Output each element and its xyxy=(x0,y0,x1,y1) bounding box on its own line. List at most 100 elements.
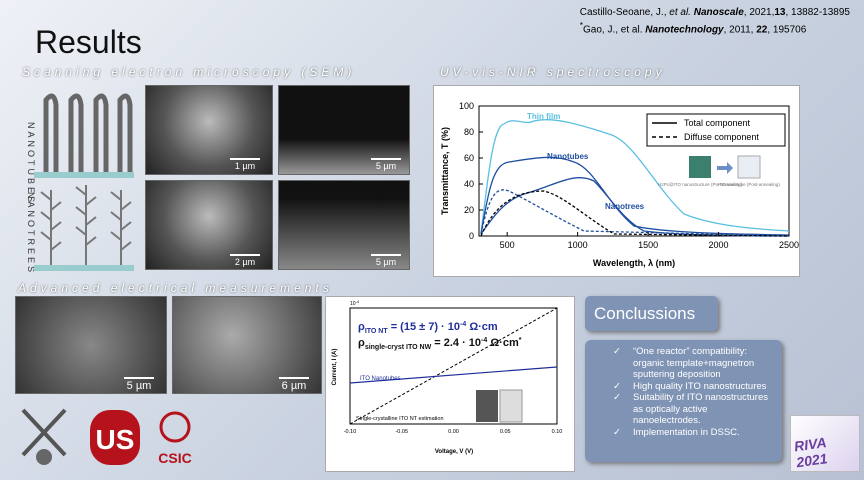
ref-part: Gao, J., et al. xyxy=(583,24,646,36)
x-tick-label: 1000 xyxy=(568,240,588,250)
formula-part: -4 xyxy=(481,337,487,344)
uv-chart: Transmittance, T (%) Wavelength, λ (nm) … xyxy=(433,85,800,277)
conclusion-item: Suitability of ITO nanostructures as opt… xyxy=(621,392,776,427)
annotation: Thin film xyxy=(527,112,560,121)
ref-part: , 2011, xyxy=(723,24,757,36)
logo-csic: CSIC xyxy=(158,450,191,466)
sem-image: 1 µm xyxy=(145,85,273,175)
logo-mark: US xyxy=(96,424,135,455)
estimation-line xyxy=(349,307,558,425)
formula-part: = 2.4 · 10 xyxy=(431,337,481,349)
plot-frame xyxy=(478,105,790,237)
inset-photo xyxy=(737,155,761,179)
formula-part: = (15 ± 7) · 10 xyxy=(388,321,460,333)
sem-image: 2 µm xyxy=(145,180,273,270)
exp-part: 10 xyxy=(350,301,356,307)
spectra xyxy=(480,119,790,237)
y-tick-label: 80 xyxy=(464,127,474,137)
ref-part: Castillo-Seoane, J., xyxy=(579,7,670,18)
ref-part: et al. xyxy=(669,7,691,18)
section-title: UV-vis-NIR spectroscopy xyxy=(440,65,666,79)
conclusions-box: “One reactor” compatibility: organic tem… xyxy=(585,340,782,462)
conclusions-list: “One reactor” compatibility: organic tem… xyxy=(585,346,782,438)
x-tick-label: 0.05 xyxy=(500,429,511,435)
y-tick-label: 100 xyxy=(459,101,474,111)
scale-bar: 5 µm xyxy=(371,158,401,171)
y-label: Transmittance, T (%) xyxy=(440,127,450,215)
exp-part: -4 xyxy=(356,299,360,304)
series-label: ITO Nanotubes xyxy=(360,376,401,382)
substrate xyxy=(34,172,134,178)
riva-text: RIVA 2021 xyxy=(793,434,829,471)
y-tick-label: 20 xyxy=(464,205,474,215)
ref-part: , 195706 xyxy=(767,24,807,36)
nanotrees xyxy=(40,185,132,265)
ref-part: 13 xyxy=(774,7,786,18)
section-title: Scanning electron microscopy (SEM) xyxy=(22,65,356,79)
x-label: Voltage, V (V) xyxy=(435,449,473,455)
title: Results xyxy=(35,24,142,60)
formula: ρITO NT = (15 ± 7) · 10-4 Ω·cm xyxy=(358,321,498,335)
x-tick-label: 0.10 xyxy=(552,429,563,435)
x-tick-label: -0.10 xyxy=(344,429,357,435)
ref-part: Nanotechnology xyxy=(645,24,724,36)
exponent: 10-4 xyxy=(350,299,360,307)
plot-frame xyxy=(349,307,558,425)
logo-csic-mark xyxy=(159,411,191,443)
scale-bar: 5 µm xyxy=(124,377,154,392)
formula-part: * xyxy=(519,337,522,344)
scale-bar: 1 µm xyxy=(230,158,260,171)
x-tick-label: 1500 xyxy=(638,240,658,250)
references: Castillo-Seoane, J., et al. Nanoscale, 2… xyxy=(580,6,850,36)
nanostructure-drawings: NANOTUBES NANOTREES xyxy=(26,93,134,275)
arrow xyxy=(717,162,733,174)
y-label: Current, I (A) xyxy=(332,349,338,386)
inset-photo xyxy=(689,156,711,178)
sem-image: 5 µm xyxy=(15,296,167,394)
substrate xyxy=(34,265,134,271)
legend-label: Total component xyxy=(684,118,751,128)
row-label: NANOTUBES xyxy=(26,122,36,205)
logo-us xyxy=(90,410,140,465)
inset-label: ITO nanotube (Post-annealing) xyxy=(718,182,780,187)
annotation: Nanotrees xyxy=(605,202,645,211)
legend xyxy=(646,113,786,147)
ref-part: 22 xyxy=(756,24,768,36)
logos: US CSIC xyxy=(21,408,192,466)
formula-part: ρ xyxy=(358,337,365,349)
inset-label: H2Pc@ITO nanostructure (Pre-annealing) xyxy=(658,182,743,187)
logo-icmse xyxy=(21,408,67,465)
formula-part: Ω·cm xyxy=(466,321,498,333)
conclusions-title: Conclussions xyxy=(585,296,718,331)
x-tick-label: -0.05 xyxy=(395,429,408,435)
formula-part: ITO NT xyxy=(365,328,389,335)
ref-part: , 2021, xyxy=(743,7,775,18)
sem-image: 5 µm xyxy=(278,180,410,270)
scale-bar: 6 µm xyxy=(279,377,309,392)
ref-part: Nanoscale xyxy=(693,7,744,18)
x-tick-label: 500 xyxy=(500,240,515,250)
legend-label: Diffuse component xyxy=(684,132,759,142)
scale-bar: 2 µm xyxy=(230,254,260,267)
y-tick-label: 0 xyxy=(469,231,474,241)
row-label: NANOTREES xyxy=(26,192,36,275)
formula-part: -4 xyxy=(460,321,466,328)
scale-bar: 5 µm xyxy=(371,254,401,267)
nanotubes xyxy=(43,93,133,172)
x-tick-label: 2500 xyxy=(779,240,799,250)
formula: ρsingle-cryst ITO NW = 2.4 · 10-4 Ω·cm* xyxy=(358,337,522,351)
sem-image: 6 µm xyxy=(172,296,322,394)
formula-part: Ω·cm xyxy=(487,337,519,349)
reference: Castillo-Seoane, J., et al. Nanoscale, 2… xyxy=(580,6,850,19)
conclusion-item: “One reactor” compatibility: organic tem… xyxy=(621,346,776,381)
inset-photo xyxy=(499,389,523,423)
series-label: Single-crystalline ITO NT estimation xyxy=(356,416,444,422)
annotation: Nanotubes xyxy=(547,152,589,161)
conclusion-item: High quality ITO nanostructures xyxy=(621,381,776,393)
section-title: Advanced electrical measurements xyxy=(18,281,333,295)
x-tick-label: 2000 xyxy=(709,240,729,250)
y-tick-label: 60 xyxy=(464,153,474,163)
formula-part: single-cryst ITO NW xyxy=(365,344,432,351)
ref-part: * xyxy=(579,20,584,30)
